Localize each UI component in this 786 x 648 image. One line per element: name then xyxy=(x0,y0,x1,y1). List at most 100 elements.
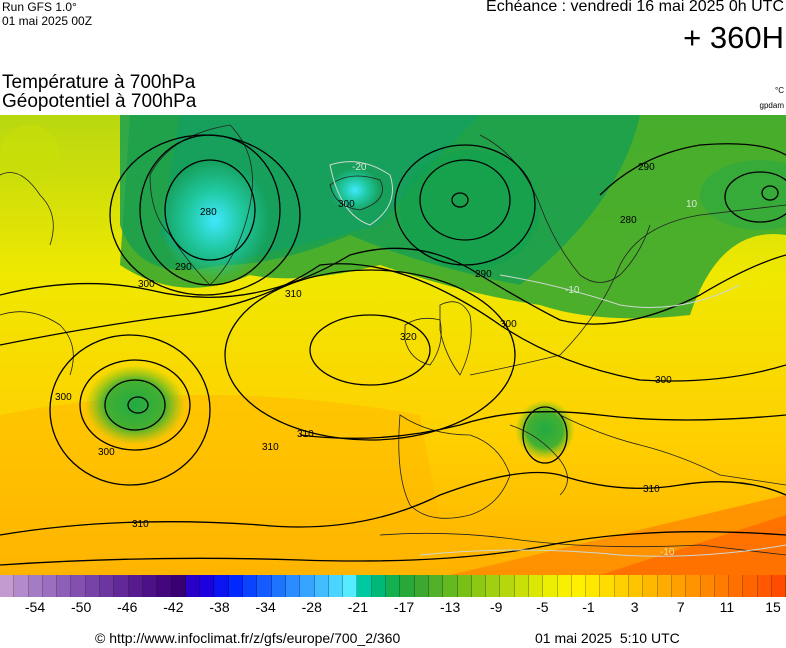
color-swatch xyxy=(157,575,172,597)
contour-label: 280 xyxy=(200,207,217,218)
color-swatch xyxy=(300,575,315,597)
color-swatch xyxy=(457,575,472,597)
unit-geopotential: gpdam xyxy=(759,101,784,110)
color-swatch xyxy=(743,575,758,597)
color-swatch xyxy=(343,575,358,597)
color-swatch xyxy=(614,575,630,597)
color-swatch xyxy=(486,575,501,597)
contour-label: 320 xyxy=(400,332,417,343)
color-swatch xyxy=(714,575,730,597)
color-swatch xyxy=(371,575,387,597)
color-swatch xyxy=(271,575,286,597)
color-swatch xyxy=(671,575,687,597)
color-scale-label: -42 xyxy=(163,599,184,615)
geopotential-contours xyxy=(0,134,786,566)
color-swatch xyxy=(214,575,229,597)
color-swatch xyxy=(600,575,615,597)
cold-low-mediterranean xyxy=(515,400,575,460)
coastlines xyxy=(0,124,786,556)
color-swatch xyxy=(400,575,415,597)
color-swatch xyxy=(686,575,701,597)
color-swatch xyxy=(85,575,101,597)
color-swatch xyxy=(314,575,329,597)
color-scale-label: -5 xyxy=(536,599,549,615)
color-scale-label: 15 xyxy=(765,599,781,615)
color-swatch xyxy=(700,575,715,597)
run-info: Run GFS 1.0° 01 mai 2025 00Z xyxy=(2,0,92,28)
color-swatch xyxy=(71,575,86,597)
lead-time: + 360H xyxy=(683,20,784,55)
color-swatch xyxy=(200,575,215,597)
color-swatch xyxy=(114,575,129,597)
color-swatch xyxy=(414,575,429,597)
color-swatch xyxy=(243,575,258,597)
contour-label: 290 xyxy=(638,162,655,173)
contour-label: 300 xyxy=(55,392,72,403)
color-swatch xyxy=(657,575,672,597)
color-swatch xyxy=(543,575,558,597)
generated-time: 01 mai 2025 5:10 UTC xyxy=(535,630,680,646)
run-date: 01 mai 2025 00Z xyxy=(2,14,93,28)
color-scale-label: -46 xyxy=(117,599,138,615)
title-temperature: Température à 700hPa xyxy=(2,72,196,93)
color-scale-label: -1 xyxy=(582,599,595,615)
color-swatch xyxy=(772,575,786,597)
color-scale-bar xyxy=(0,575,786,597)
contour-label: 310 xyxy=(262,442,279,453)
credit-link[interactable]: © http://www.infoclimat.fr/z/gfs/europe/… xyxy=(95,630,401,646)
color-swatch xyxy=(142,575,158,597)
color-swatch xyxy=(386,575,401,597)
isotherms xyxy=(329,161,786,557)
contour-label: 280 xyxy=(620,215,637,226)
color-swatch xyxy=(42,575,58,597)
color-scale-label: -54 xyxy=(24,599,46,615)
color-scale-label: -9 xyxy=(490,599,503,615)
contour-label: 310 xyxy=(297,429,314,440)
contour-label: 310 xyxy=(132,519,149,530)
color-scale-label: -38 xyxy=(209,599,230,615)
cold-low-atlantic xyxy=(85,365,185,445)
color-swatch xyxy=(228,575,244,597)
color-swatch xyxy=(185,575,201,597)
color-swatch xyxy=(100,575,115,597)
color-scale-labels: -54 -50 -46 -42 -38 -34 -28 -21 -17 -13 -9 -5 -1 3 7 11… xyxy=(0,599,786,619)
color-swatch xyxy=(257,575,272,597)
isotherm-label: -20 xyxy=(352,162,367,173)
color-swatch xyxy=(443,575,458,597)
color-swatch xyxy=(128,575,143,597)
color-swatch xyxy=(357,575,372,597)
color-scale-label: -28 xyxy=(301,599,322,615)
map-titles: Température à 700hPa Géopotentiel à 700h… xyxy=(2,73,196,111)
contour-label: 300 xyxy=(98,447,115,458)
color-swatch xyxy=(557,575,572,597)
color-swatch xyxy=(171,575,186,597)
isotherm-label: -10 xyxy=(660,547,675,558)
color-swatch xyxy=(328,575,344,597)
color-swatch xyxy=(514,575,529,597)
color-swatch xyxy=(14,575,29,597)
run-model: Run GFS 1.0° xyxy=(2,0,77,14)
contour-label: 300 xyxy=(138,279,155,290)
color-swatch xyxy=(528,575,544,597)
color-swatch xyxy=(629,575,644,597)
color-scale-label: 3 xyxy=(630,599,639,615)
color-scale-label: -21 xyxy=(347,599,368,615)
cold-core-greenland xyxy=(160,160,270,280)
color-scale-label: 11 xyxy=(719,599,735,615)
color-swatch xyxy=(586,575,601,597)
contour-label: 290 xyxy=(175,262,192,273)
contour-label: 310 xyxy=(285,289,302,300)
color-scale-label: -17 xyxy=(393,599,415,615)
contour-label: 300 xyxy=(655,375,672,386)
title-geopotential: Géopotentiel à 700hPa xyxy=(2,91,197,112)
color-swatch xyxy=(757,575,773,597)
color-scale-label: -50 xyxy=(71,599,92,615)
color-swatch xyxy=(500,575,515,597)
weather-map: 300 300 290 280 310 320 310 300 310 310 … xyxy=(0,115,786,575)
color-swatch xyxy=(471,575,487,597)
isotherm-label: 10 xyxy=(686,199,698,210)
color-swatch xyxy=(28,575,43,597)
contour-label: 300 xyxy=(338,199,355,210)
color-swatch xyxy=(428,575,444,597)
color-swatch xyxy=(729,575,744,597)
